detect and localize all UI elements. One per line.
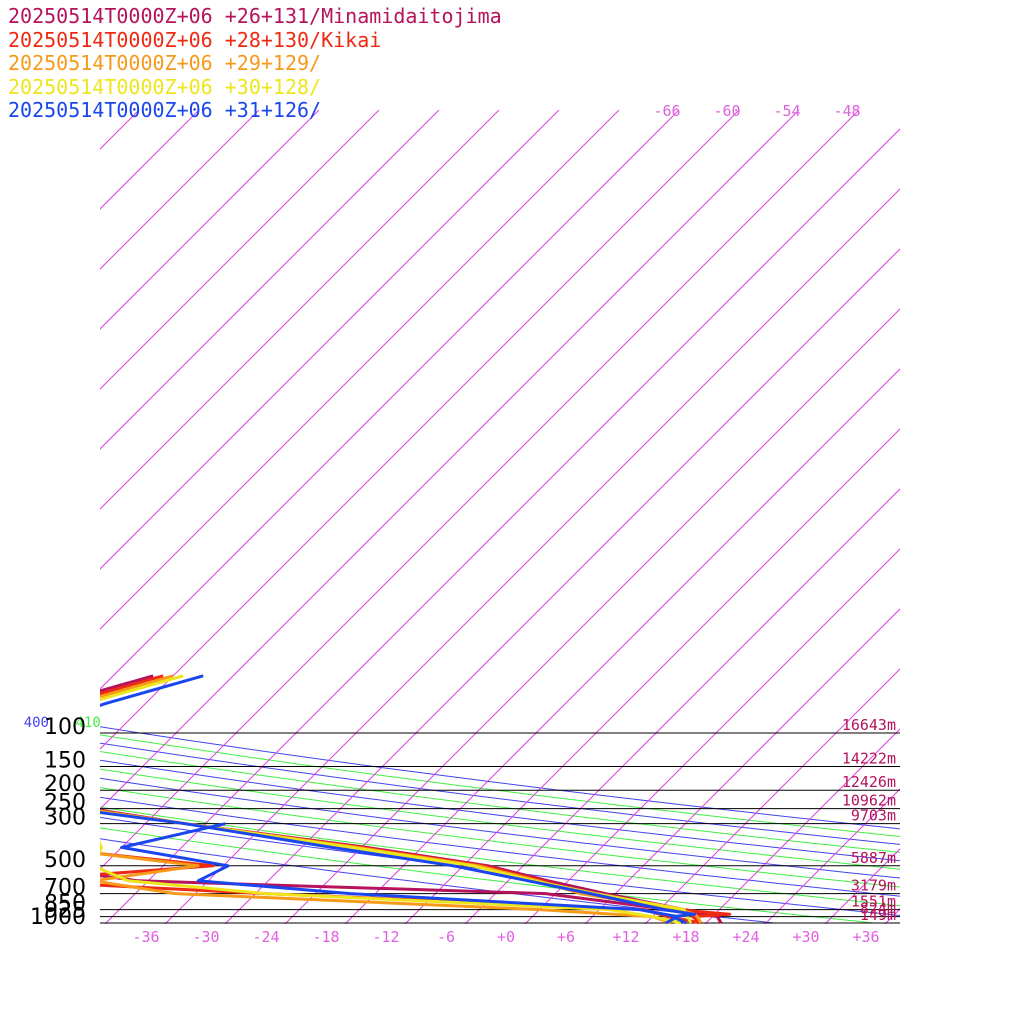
dry-adiabat: [100, 726, 900, 830]
isotherm: [100, 110, 800, 810]
isotherm: [100, 110, 440, 450]
isotherm: [945, 110, 1024, 924]
pressure-label: 200: [44, 772, 86, 797]
legend-entry: 20250514T0000Z+06 +29+129/: [8, 51, 322, 75]
isotherm: [884, 908, 900, 924]
dry-adiabat: [100, 759, 900, 862]
isotherm: [344, 368, 900, 924]
temperature-profile: [100, 674, 697, 924]
dewpoint-profile: [120, 822, 679, 924]
dry-adiabat: [100, 768, 900, 870]
temperature-tick: -30: [192, 928, 219, 946]
legend-entry: 20250514T0000Z+06 +26+131/Minamidaitojim…: [8, 4, 502, 28]
dry-adiabat: [100, 734, 900, 838]
temperature-tick: +0: [497, 928, 515, 946]
isotherm: [404, 428, 900, 924]
isotherm: [100, 110, 500, 510]
isotherm: [224, 248, 900, 924]
temperature-tick: -36: [132, 928, 159, 946]
isotherm: [104, 128, 900, 924]
dry-adiabat: [100, 787, 900, 888]
pressure-label: 150: [44, 748, 86, 773]
pressure-label: 700: [44, 876, 86, 901]
height-label: 12426m: [842, 773, 896, 791]
theta-label: 400: [24, 715, 49, 731]
height-label: 3179m: [851, 877, 896, 895]
isotherm-label: -60: [713, 102, 740, 120]
isotherm: [100, 110, 620, 630]
temperature-tick: -6: [437, 928, 455, 946]
pressure-label: 300: [44, 806, 86, 831]
isotherm: [284, 308, 900, 924]
temperature-tick: +6: [557, 928, 575, 946]
isotherm: [100, 110, 860, 870]
pressure-label: 500: [44, 848, 86, 873]
chart-legend: 20250514T0000Z+06 +26+131/Minamidaitojim…: [8, 4, 502, 123]
isotherm: [524, 548, 900, 924]
height-label: 9703m: [851, 807, 896, 825]
isotherm: [100, 110, 560, 570]
isotherm: [464, 488, 900, 924]
isotherm: [100, 110, 740, 750]
dry-adiabat: [100, 777, 900, 879]
pressure-label: 250: [44, 791, 86, 816]
isotherm: [584, 608, 900, 924]
isotherm: [100, 110, 200, 210]
height-label: 14222m: [842, 749, 896, 767]
isotherm: [164, 188, 900, 924]
isotherm: [100, 110, 320, 330]
temperature-tick: +36: [852, 928, 879, 946]
height-label: 1551m: [851, 893, 896, 911]
height-label: 5887m: [851, 849, 896, 867]
isotherm: [644, 668, 900, 924]
isotherm-label: -48: [833, 102, 860, 120]
isotherm-label: -66: [653, 102, 680, 120]
temperature-tick: +24: [732, 928, 759, 946]
pressure-label: 100: [44, 715, 86, 740]
height-label: 10962m: [842, 792, 896, 810]
pressure-label: 925: [44, 899, 86, 924]
temperature-tick: -12: [372, 928, 399, 946]
isotherm: [0, 110, 19, 924]
height-label: 149m: [860, 906, 896, 924]
legend-entry: 20250514T0000Z+06 +31+126/: [8, 98, 322, 122]
theta-label: 410: [76, 715, 101, 731]
legend-entry: 20250514T0000Z+06 +28+130/Kikai: [8, 27, 382, 52]
isotherm: [100, 110, 380, 390]
temperature-tick: +12: [612, 928, 639, 946]
pressure-label: 850: [44, 892, 86, 917]
legend-entry: 20250514T0000Z+06 +30+128/: [8, 74, 322, 99]
isotherm: [1005, 110, 1024, 924]
temperature-tick: +30: [792, 928, 819, 946]
dewpoint-profile: [100, 840, 682, 924]
dry-adiabat: [100, 806, 900, 907]
isotherm-label: -54: [773, 102, 800, 120]
isotherm: [100, 110, 680, 690]
dry-adiabat: [100, 827, 875, 924]
height-label: 16643m: [842, 716, 896, 734]
dry-adiabat: [100, 742, 900, 845]
pressure-label: 1000: [30, 905, 86, 930]
isotherm: [704, 728, 900, 924]
height-label: 824m: [860, 900, 896, 918]
dry-adiabat: [100, 750, 900, 853]
temperature-tick: -18: [312, 928, 339, 946]
temperature-tick: -24: [252, 928, 279, 946]
temperature-tick: +18: [672, 928, 699, 946]
isotherm: [100, 110, 260, 270]
dewpoint-profile: [100, 852, 672, 924]
dry-adiabat: [100, 796, 900, 897]
